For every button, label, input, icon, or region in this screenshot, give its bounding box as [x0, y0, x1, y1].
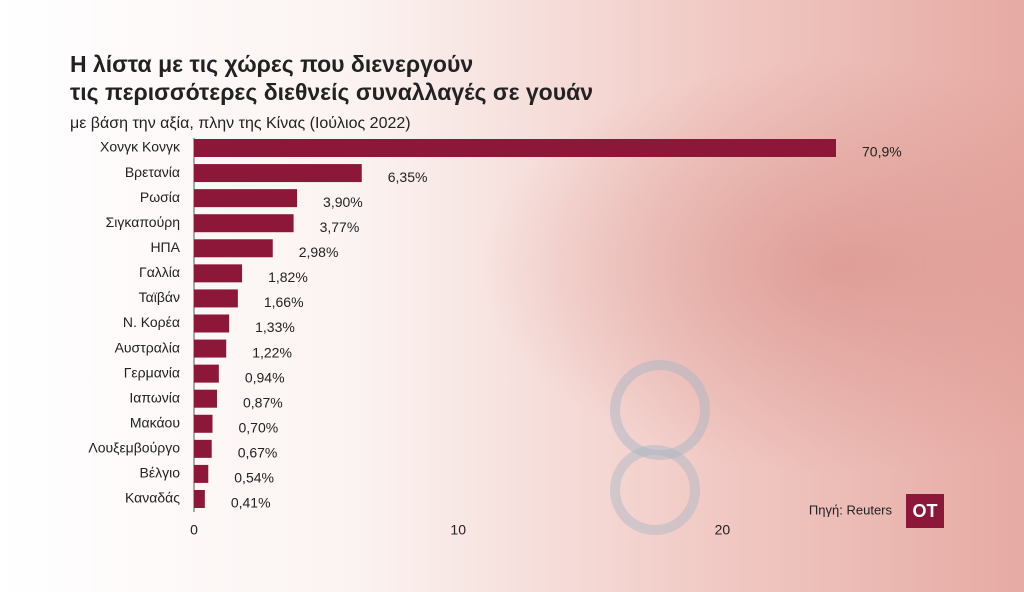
y-tick-label: Βρετανία [125, 164, 180, 180]
value-label: 3,77% [320, 219, 360, 235]
x-tick-label: 10 [450, 522, 466, 538]
value-label: 1,66% [264, 294, 304, 310]
y-tick-label: Ρωσία [140, 189, 180, 205]
y-tick-label: Σιγκαπούρη [106, 214, 180, 230]
bar [194, 414, 213, 433]
chart-title: Η λίστα με τις χώρες που διενεργούν [70, 51, 473, 77]
source: Πηγή: Reuters [809, 502, 893, 517]
bar [194, 464, 209, 483]
bar [194, 289, 238, 308]
y-tick-label: Μακάου [130, 414, 180, 430]
bar [194, 364, 219, 383]
logo-box [906, 494, 944, 528]
bar [194, 139, 836, 157]
logo: OT [913, 501, 938, 521]
y-tick-label: Λουξεμβούργο [88, 440, 180, 456]
chart-subtitle: με βάση την αξία, πλην της Κίνας (Ιούλιο… [70, 115, 411, 132]
value-label: 70,9% [862, 144, 902, 160]
value-label: 0,41% [231, 495, 271, 511]
y-tick-label: Γαλλία [139, 264, 180, 280]
bar [194, 164, 362, 183]
value-label: 1,82% [268, 269, 308, 285]
coin-decoration [610, 445, 700, 535]
bar [194, 489, 205, 508]
y-tick-label: Βέλγιο [140, 465, 181, 481]
value-label: 0,94% [245, 369, 285, 385]
bar [194, 214, 294, 233]
bar [194, 439, 212, 458]
y-tick-label: Αυστραλία [115, 339, 180, 355]
bar [194, 314, 230, 333]
value-label: 1,22% [252, 344, 292, 360]
bar [194, 339, 227, 358]
bar [194, 239, 273, 258]
bar [194, 189, 298, 208]
bar [194, 264, 243, 283]
y-tick-label: ΗΠΑ [150, 239, 180, 255]
value-label: 0,67% [238, 445, 278, 461]
value-label: 0,54% [234, 470, 274, 486]
y-tick-label: Καναδάς [125, 490, 180, 506]
y-tick-label: Χονγκ Κονγκ [100, 139, 181, 155]
coin-decoration [610, 360, 710, 460]
value-label: 0,87% [243, 394, 283, 410]
y-tick-label: Ν. Κορέα [123, 314, 180, 330]
bar [194, 389, 217, 408]
x-tick-label: 20 [715, 522, 731, 538]
value-label: 3,90% [323, 194, 363, 210]
x-tick-label: 0 [190, 522, 198, 538]
chart-title: τις περισσότερες διεθνείς συναλλαγές σε … [70, 79, 593, 105]
y-tick-label: Ιαπωνία [129, 389, 180, 405]
value-label: 2,98% [299, 244, 339, 260]
y-tick-label: Ταϊβάν [139, 289, 180, 305]
value-label: 6,35% [388, 169, 428, 185]
y-tick-label: Γερμανία [124, 364, 180, 380]
value-label: 1,33% [255, 319, 295, 335]
value-label: 0,70% [238, 419, 278, 435]
